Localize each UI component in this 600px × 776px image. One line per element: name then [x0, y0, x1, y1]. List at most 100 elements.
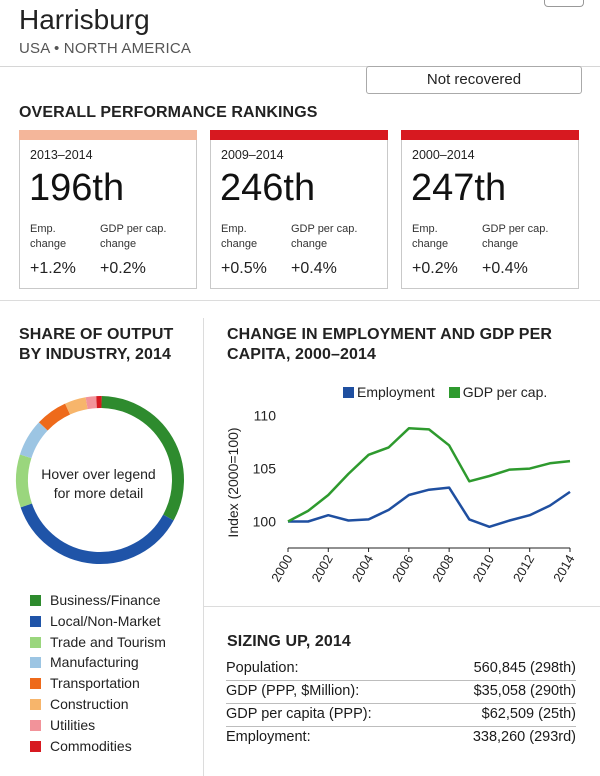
- legend-label: Local/Non-Market: [50, 612, 161, 629]
- legend-swatch: [30, 615, 41, 627]
- legend-swatch: [30, 595, 41, 606]
- legend-item-trade-and-tourism[interactable]: Trade and Tourism: [30, 632, 166, 652]
- share-title-line1: SHARE OF OUTPUT: [19, 326, 174, 343]
- rank-card-2000-2014[interactable]: 2000–2014 247th Emp. change GDP per cap.…: [401, 130, 579, 289]
- x-tick-label: 2012: [510, 552, 537, 585]
- donut-slice-local-non-market[interactable]: [20, 503, 174, 564]
- share-of-output-title: SHARE OF OUTPUT BY INDUSTRY, 2014: [19, 325, 173, 365]
- rank-value: 246th: [220, 167, 316, 209]
- header-divider: [0, 66, 600, 67]
- donut-slice-construction[interactable]: [65, 397, 88, 415]
- employment-gdp-line-chart[interactable]: Index (2000=100) 100 105 110 2000 2002 2004 200…: [210, 400, 595, 600]
- emp-change-value: +1.2%: [30, 260, 76, 277]
- employment-swatch: [343, 387, 354, 398]
- donut-slice-business-finance[interactable]: [101, 396, 184, 521]
- recovery-status-badge: Not recovered: [366, 66, 582, 94]
- x-tick-label: 2006: [389, 552, 416, 585]
- legend-item-transportation[interactable]: Transportation: [30, 673, 140, 693]
- gdp-change-label: GDP per cap. change: [482, 223, 549, 250]
- sizing-row-employment: Employment: 338,260 (293rd): [226, 727, 576, 749]
- line-chart-legend: Employment GDP per cap.: [343, 384, 557, 400]
- legend-swatch: [30, 699, 41, 710]
- emp-change-label: Emp. change: [221, 223, 258, 250]
- donut-hint-line2: for more detail: [53, 485, 144, 501]
- change-chart-title: CHANGE IN EMPLOYMENT AND GDP PER CAPITA,…: [227, 325, 552, 365]
- sizing-value: 338,260 (293rd): [472, 729, 576, 745]
- legend-employment[interactable]: Employment: [343, 384, 435, 400]
- series-line-employment[interactable]: [288, 486, 571, 529]
- rankings-title: OVERALL PERFORMANCE RANKINGS: [19, 104, 318, 121]
- x-tick-label: 2002: [308, 552, 335, 585]
- x-tick-label: 2000: [268, 552, 295, 585]
- y-tick-label: 105: [253, 461, 277, 477]
- legend-item-business-finance[interactable]: Business/Finance: [30, 590, 161, 610]
- gdp-change-label: GDP per cap. change: [291, 223, 358, 250]
- legend-gdp[interactable]: GDP per cap.: [448, 384, 548, 400]
- y-tick-label: 100: [253, 514, 277, 530]
- rank-card-2013-2014[interactable]: 2013–2014 196th Emp. change GDP per cap.…: [19, 130, 197, 289]
- legend-swatch: [30, 719, 41, 731]
- sizing-label: GDP per capita (PPP):: [226, 706, 372, 722]
- rank-period: 2000–2014: [412, 148, 475, 162]
- legend-label: Manufacturing: [50, 654, 139, 671]
- sizing-value: $35,058 (290th): [473, 683, 576, 699]
- gdp-change-value: +0.4%: [291, 260, 337, 277]
- gdp-change-value: +0.2%: [100, 260, 146, 277]
- city-subtitle: USA • NORTH AMERICA: [19, 40, 192, 57]
- legend-employment-label: Employment: [357, 384, 435, 400]
- legend-label: Construction: [50, 696, 129, 712]
- donut-slice-utilities[interactable]: [85, 396, 97, 410]
- emp-change-label: Emp. change: [412, 223, 449, 250]
- x-tick-label: 2004: [349, 552, 376, 585]
- rank-period: 2009–2014: [221, 148, 284, 162]
- rank-card-2009-2014[interactable]: 2009–2014 246th Emp. change GDP per cap.…: [210, 130, 388, 289]
- donut-slice-transportation[interactable]: [38, 403, 71, 431]
- sizing-row-gdp-per-capita: GDP per capita (PPP): $62,509 (25th): [226, 704, 576, 727]
- rank-card-accent-bar: [210, 130, 388, 140]
- legend-swatch: [30, 636, 41, 648]
- gdp-swatch: [448, 387, 460, 398]
- rank-card-accent-bar: [401, 130, 579, 140]
- donut-slice-trade-and-tourism[interactable]: [16, 454, 33, 508]
- industry-donut-chart[interactable]: [0, 380, 200, 580]
- legend-label: Business/Finance: [50, 592, 161, 608]
- legend-item-construction[interactable]: Construction: [30, 694, 129, 714]
- emp-change-label: Emp. change: [30, 223, 67, 250]
- y-tick-label: 110: [254, 408, 277, 424]
- legend-item-manufacturing[interactable]: Manufacturing: [30, 652, 139, 672]
- legend-item-utilities[interactable]: Utilities: [30, 715, 95, 735]
- legend-label: Trade and Tourism: [50, 633, 166, 650]
- series-line-gdp-per-capita[interactable]: [287, 427, 571, 523]
- city-name: Harrisburg: [19, 4, 150, 35]
- sizing-value: $62,509 (25th): [481, 706, 576, 722]
- share-title-line2: BY INDUSTRY, 2014: [19, 346, 171, 363]
- legend-label: Utilities: [50, 716, 96, 733]
- change-title-line1: CHANGE IN EMPLOYMENT AND GDP PER: [227, 326, 553, 343]
- rank-value: 196th: [29, 167, 125, 209]
- x-tick-label: 2014: [550, 552, 577, 585]
- legend-swatch: [30, 657, 41, 669]
- legend-label: Commodities: [50, 737, 132, 754]
- sizing-row-population: Population: 560,845 (298th): [226, 658, 576, 681]
- legend-label: Transportation: [50, 675, 140, 692]
- legend-gdp-label: GDP per cap.: [462, 384, 548, 400]
- rank-period: 2013–2014: [30, 148, 93, 162]
- column-divider: [203, 318, 204, 776]
- legend-swatch: [30, 740, 41, 752]
- change-title-line2: CAPITA, 2000–2014: [227, 346, 377, 363]
- legend-item-local-non-market[interactable]: Local/Non-Market: [30, 611, 161, 631]
- x-tick-label: 2008: [429, 552, 456, 585]
- sizing-title: SIZING UP, 2014: [227, 633, 351, 650]
- top-corner-tab[interactable]: [544, 0, 584, 7]
- gdp-change-label: GDP per cap. change: [100, 223, 167, 250]
- donut-hint-line1: Hover over legend: [41, 466, 156, 482]
- legend-item-commodities[interactable]: Commodities: [30, 736, 132, 756]
- sizing-row-gdp: GDP (PPP, $Million): $35,058 (290th): [226, 681, 576, 704]
- sizing-value: 560,845 (298th): [473, 660, 576, 676]
- donut-slice-manufacturing[interactable]: [19, 422, 48, 459]
- rank-value: 247th: [411, 167, 507, 209]
- y-axis-label: Index (2000=100): [225, 427, 241, 537]
- sizing-divider: [204, 606, 600, 607]
- section-divider: [0, 300, 600, 301]
- gdp-change-value: +0.4%: [482, 260, 528, 277]
